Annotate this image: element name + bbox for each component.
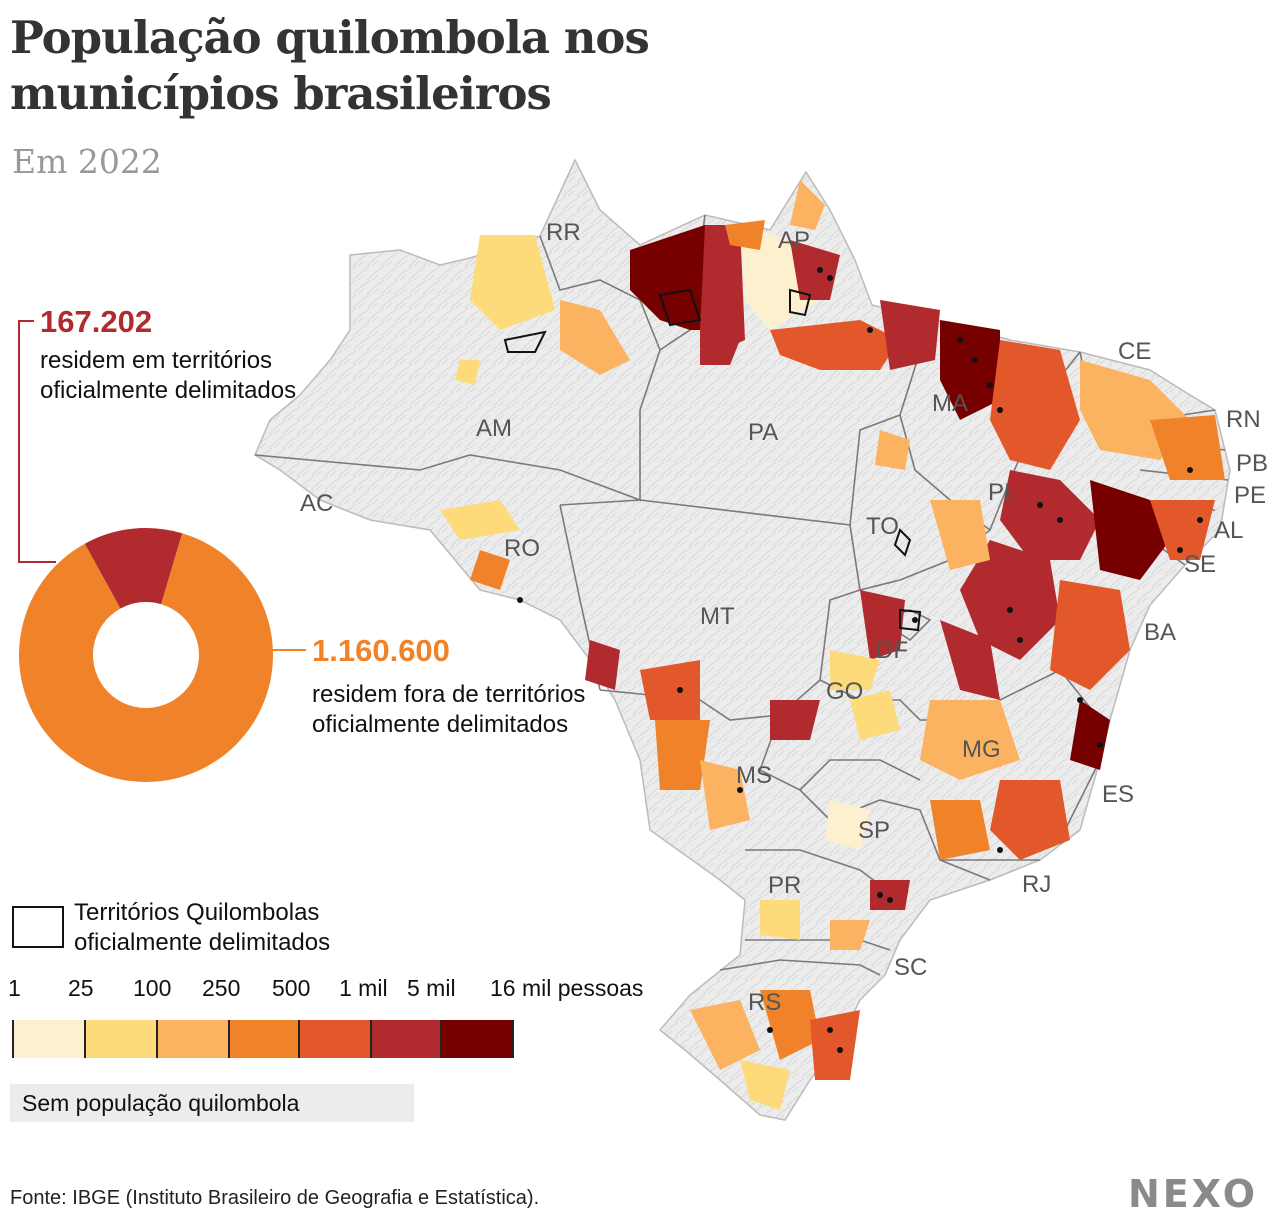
outside-territories-value: 1.160.600 (312, 633, 450, 668)
state-label-mt: MT (700, 603, 735, 630)
donut-slice-outside (18, 533, 274, 782)
state-label-pi: PI (988, 479, 1011, 506)
state-label-rj: RJ (1022, 871, 1051, 898)
scale-label: 100 (133, 975, 172, 1001)
source-note: Fonte: IBGE (Instituto Brasileiro de Geo… (10, 1187, 540, 1209)
inside-bracket-line (18, 320, 20, 563)
scale-swatch (12, 1020, 84, 1058)
delimited-territories (503, 288, 922, 632)
state-label-rr: RR (546, 219, 581, 246)
state-label-go: GO (826, 678, 863, 705)
inside-territories-value: 167.202 (40, 304, 153, 339)
inside-bracket-top (18, 320, 34, 322)
territory-dots (517, 267, 1203, 1053)
outside-territories-label: residem fora de territórios oficialmente… (312, 681, 586, 738)
inside-bracket-foot (18, 561, 56, 563)
state-label-ro: RO (504, 535, 540, 562)
scale-swatch (228, 1020, 298, 1058)
state-label-es: ES (1102, 781, 1134, 808)
state-label-to: TO (866, 513, 899, 540)
state-label-sp: SP (858, 817, 890, 844)
state-label-df: DF (876, 637, 908, 664)
scale-swatch (156, 1020, 228, 1058)
state-label-sc: SC (894, 954, 927, 981)
scale-label: 1 (8, 975, 21, 1001)
donut-slice-inside (84, 528, 183, 609)
state-label-pe: PE (1234, 482, 1266, 509)
nexo-logo: NEXO (1128, 1172, 1259, 1216)
scale-label: 1 mil (339, 975, 388, 1001)
scale-swatch (298, 1020, 370, 1058)
state-label-pb: PB (1236, 450, 1268, 477)
scale-label: 500 (272, 975, 311, 1001)
state-label-mg: MG (962, 736, 1001, 763)
inside-territories-label: residem em territórios oficialmente deli… (40, 347, 297, 404)
chart-title: População quilombola nos municípios bras… (10, 11, 650, 120)
state-label-rs: RS (748, 989, 781, 1016)
state-label-ce: CE (1118, 338, 1151, 365)
quilombola-municipalities (440, 180, 1225, 1110)
chart-subtitle: Em 2022 (12, 142, 162, 181)
state-label-ms: MS (736, 762, 772, 789)
color-scale-labels: 1 25 100 250 500 1 mil 5 mil 16 mil pess… (0, 975, 720, 1007)
state-label-pa: PA (748, 419, 778, 446)
scale-label: 5 mil (407, 975, 456, 1001)
territory-legend-label: Territórios Quilombolas oficialmente del… (74, 899, 331, 956)
population-donut-chart (18, 528, 274, 782)
color-scale (12, 1020, 514, 1058)
scale-swatch (84, 1020, 156, 1058)
outside-connector-line (272, 649, 306, 651)
territory-legend-swatch (12, 906, 64, 948)
state-label-ap: AP (778, 227, 810, 254)
state-label-ac: AC (300, 490, 333, 517)
scale-label: 250 (202, 975, 241, 1001)
state-label-rn: RN (1226, 406, 1261, 433)
state-label-am: AM (476, 415, 512, 442)
state-label-pr: PR (768, 872, 801, 899)
scale-label: 16 mil pessoas (490, 975, 644, 1001)
state-label-se: SE (1184, 551, 1216, 578)
state-label-al: AL (1214, 517, 1243, 544)
scale-label: 25 (68, 975, 94, 1001)
state-label-ba: BA (1144, 619, 1176, 646)
scale-swatch (370, 1020, 440, 1058)
scale-swatch (440, 1020, 512, 1058)
no-population-legend: Sem população quilombola (10, 1084, 414, 1122)
state-label-ma: MA (932, 390, 968, 417)
scale-end-tick (512, 1020, 514, 1058)
